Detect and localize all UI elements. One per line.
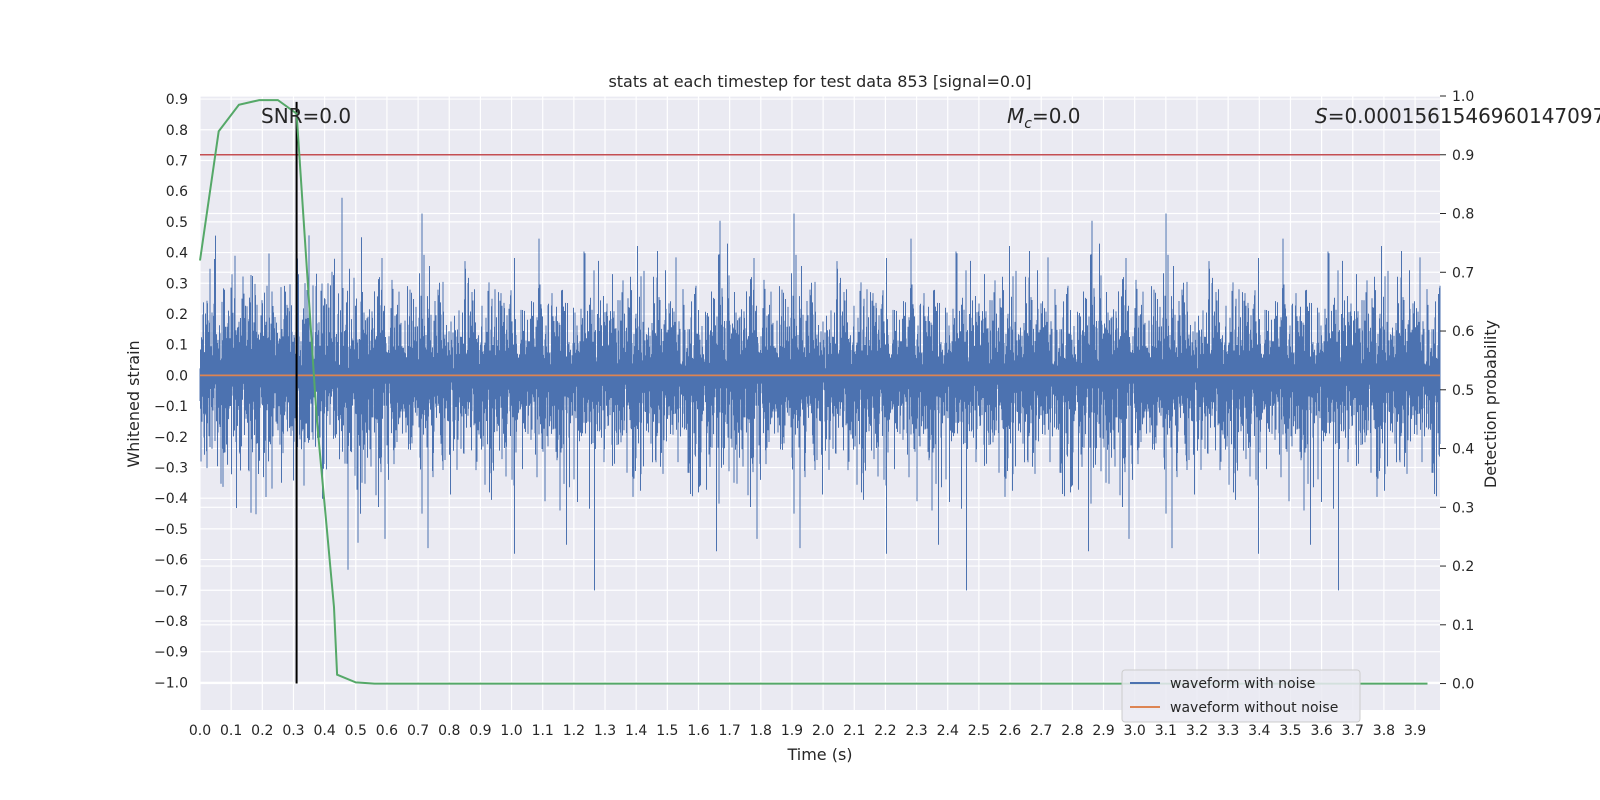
x-tick-label: 1.5 xyxy=(656,723,678,739)
x-tick-label: 2.6 xyxy=(999,723,1021,739)
x-tick-label: 3.0 xyxy=(1124,723,1146,739)
x-tick-label: 1.6 xyxy=(687,723,709,739)
x-tick-label: 0.9 xyxy=(469,723,491,739)
right-tick-label: 0.7 xyxy=(1452,265,1474,281)
right-tick-label: 0.9 xyxy=(1452,148,1474,164)
x-tick-label: 3.7 xyxy=(1342,723,1364,739)
right-tick-label: 0.6 xyxy=(1452,324,1474,340)
snr-annotation: SNR=0.0 xyxy=(261,104,351,128)
x-tick-label: 2.4 xyxy=(937,723,959,739)
right-tick-label: 0.0 xyxy=(1452,677,1474,693)
x-tick-label: 1.1 xyxy=(532,723,554,739)
right-tick-label: 0.4 xyxy=(1452,442,1474,458)
x-tick-label: 2.9 xyxy=(1092,723,1114,739)
x-tick-label: 0.2 xyxy=(251,723,273,739)
s-value: =0.00015615469601470977 xyxy=(1328,104,1600,128)
y-tick-label: −0.5 xyxy=(154,522,188,538)
right-tick-label: 0.3 xyxy=(1452,500,1474,516)
right-tick-label: 1.0 xyxy=(1452,89,1474,105)
x-tick-label: 2.3 xyxy=(905,723,927,739)
x-tick-label: 1.9 xyxy=(781,723,803,739)
x-tick-label: 0.3 xyxy=(282,723,304,739)
x-tick-label: 3.1 xyxy=(1155,723,1177,739)
waveform-with-noise-line xyxy=(199,197,1441,591)
x-tick-label: 0.7 xyxy=(407,723,429,739)
right-tick-label: 0.5 xyxy=(1452,383,1474,399)
x-tick-label: 0.6 xyxy=(376,723,398,739)
s-annotation: S=0.00015615469601470977 xyxy=(1315,104,1600,128)
x-tick-label: 0.8 xyxy=(438,723,460,739)
x-tick-label: 0.0 xyxy=(189,723,211,739)
y-tick-label: 0.1 xyxy=(166,338,188,354)
mc-symbol: M xyxy=(1007,104,1024,128)
x-tick-label: 3.6 xyxy=(1310,723,1332,739)
right-tick-label: 0.1 xyxy=(1452,618,1474,634)
chart-title: stats at each timestep for test data 853… xyxy=(608,72,1031,91)
x-tick-label: 0.5 xyxy=(345,723,367,739)
y-tick-label: 0.5 xyxy=(166,215,188,231)
x-tick-label: 0.4 xyxy=(313,723,335,739)
y-tick-label: 0.4 xyxy=(166,246,188,262)
y-axis-label: Whitened strain xyxy=(124,340,143,467)
y-tick-label: −0.6 xyxy=(154,553,188,569)
y-tick-label: 0.9 xyxy=(166,92,188,108)
y-tick-label: −1.0 xyxy=(154,675,188,691)
y-tick-label: −0.7 xyxy=(154,583,188,599)
x-tick-label: 1.3 xyxy=(594,723,616,739)
y-tick-label: 0.8 xyxy=(166,123,188,139)
y-tick-label: −0.1 xyxy=(154,399,188,415)
mc-annotation: Mc=0.0 xyxy=(1007,104,1081,132)
y-tick-label: 0.0 xyxy=(166,368,188,384)
x-tick-label: 1.2 xyxy=(563,723,585,739)
mc-subscript: c xyxy=(1024,116,1032,132)
x-tick-label: 1.7 xyxy=(719,723,741,739)
x-tick-label: 2.5 xyxy=(968,723,990,739)
y-tick-label: 0.7 xyxy=(166,153,188,169)
right-axis-label: Detection probability xyxy=(1481,320,1500,488)
x-tick-label: 3.8 xyxy=(1373,723,1395,739)
x-tick-label: 2.8 xyxy=(1061,723,1083,739)
y-tick-label: 0.2 xyxy=(166,307,188,323)
x-tick-label: 3.3 xyxy=(1217,723,1239,739)
right-axis-ticks: 1.0 0.9 0.8 0.7 0.6 0.5 0.4 0.3 0.2 0.1 0.0 xyxy=(1440,89,1474,693)
x-axis-label: Time (s) xyxy=(786,745,852,764)
x-tick-label: 1.8 xyxy=(750,723,772,739)
x-tick-label: 3.2 xyxy=(1186,723,1208,739)
y-tick-label: 0.3 xyxy=(166,276,188,292)
y-axis-ticks: 0.9 0.8 0.7 0.6 0.5 0.4 0.3 0.2 0.1 0.0 −0.1 −0.2 −0… xyxy=(154,92,188,691)
legend-label: waveform with noise xyxy=(1170,676,1315,692)
x-tick-label: 0.1 xyxy=(220,723,242,739)
x-tick-label: 2.2 xyxy=(874,723,896,739)
x-tick-label: 3.9 xyxy=(1404,723,1426,739)
noise-series xyxy=(199,197,1441,591)
y-tick-label: −0.3 xyxy=(154,460,188,476)
y-tick-label: −0.8 xyxy=(154,614,188,630)
x-tick-label: 2.7 xyxy=(1030,723,1052,739)
right-tick-label: 0.2 xyxy=(1452,559,1474,575)
mc-value: =0.0 xyxy=(1032,104,1081,128)
x-axis-ticks: 0.0 0.1 0.2 0.3 0.4 0.5 0.6 0.7 0.8 0.9 1.0 1.1 1.2 1… xyxy=(189,723,1426,739)
x-tick-label: 3.5 xyxy=(1279,723,1301,739)
x-tick-label: 2.0 xyxy=(812,723,834,739)
right-tick-label: 0.8 xyxy=(1452,207,1474,223)
x-tick-label: 2.1 xyxy=(843,723,865,739)
s-symbol: S xyxy=(1315,104,1328,128)
overlay-series xyxy=(199,99,1440,685)
legend-label: waveform without noise xyxy=(1170,700,1338,716)
x-tick-label: 1.4 xyxy=(625,723,647,739)
y-tick-label: −0.9 xyxy=(154,645,188,661)
y-tick-label: −0.2 xyxy=(154,430,188,446)
y-tick-label: 0.6 xyxy=(166,184,188,200)
y-tick-label: −0.4 xyxy=(154,491,188,507)
x-tick-label: 1.0 xyxy=(500,723,522,739)
legend: waveform with noise waveform without nois… xyxy=(1121,669,1361,723)
x-tick-label: 3.4 xyxy=(1248,723,1270,739)
detection-probability-line xyxy=(199,99,1428,685)
legend-box xyxy=(1121,669,1361,723)
